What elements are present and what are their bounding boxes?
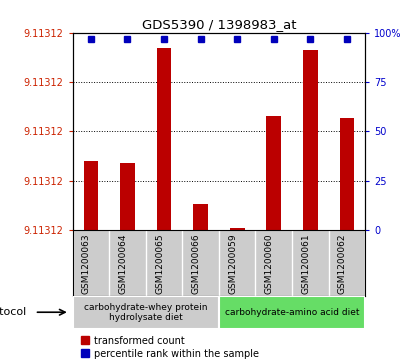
Bar	[83, 161, 98, 230]
Text: GSM1200066: GSM1200066	[192, 233, 200, 294]
Bar	[219, 296, 365, 329]
Bar	[266, 115, 281, 230]
Text: GSM1200064: GSM1200064	[119, 233, 127, 294]
Bar	[303, 50, 317, 230]
Text: GSM1200059: GSM1200059	[228, 233, 237, 294]
Text: GSM1200065: GSM1200065	[155, 233, 164, 294]
Text: protocol: protocol	[0, 307, 26, 317]
Bar	[73, 296, 219, 329]
Bar	[230, 228, 244, 230]
Bar	[339, 118, 354, 230]
Text: carbohydrate-whey protein
hydrolysate diet: carbohydrate-whey protein hydrolysate di…	[84, 302, 208, 322]
Bar	[157, 48, 171, 230]
Legend: transformed count, percentile rank within the sample: transformed count, percentile rank withi…	[78, 332, 263, 363]
Text: GSM1200060: GSM1200060	[265, 233, 274, 294]
Text: GSM1200062: GSM1200062	[338, 233, 347, 294]
Text: GSM1200063: GSM1200063	[82, 233, 91, 294]
Bar	[120, 163, 135, 230]
Text: carbohydrate-amino acid diet: carbohydrate-amino acid diet	[225, 308, 359, 317]
Bar	[193, 204, 208, 230]
Title: GDS5390 / 1398983_at: GDS5390 / 1398983_at	[142, 19, 296, 32]
Text: GSM1200061: GSM1200061	[301, 233, 310, 294]
